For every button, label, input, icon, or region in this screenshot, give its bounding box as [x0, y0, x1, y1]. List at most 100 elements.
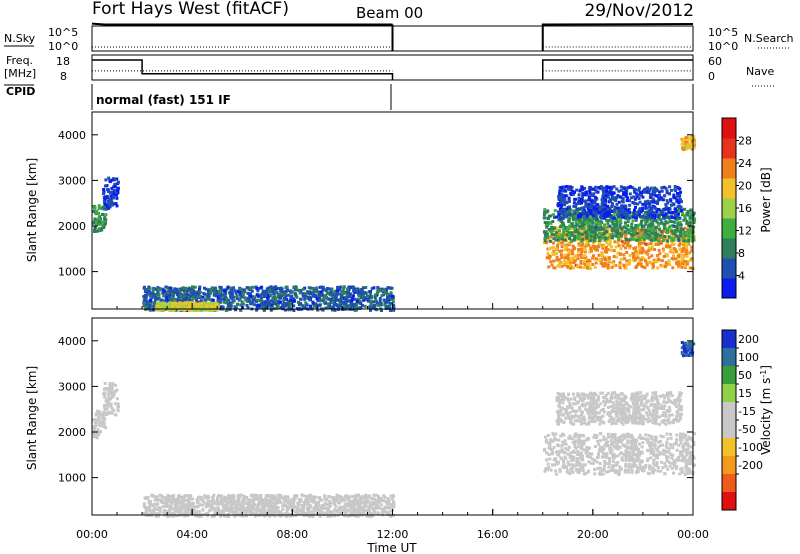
data-cell [547, 217, 550, 220]
data-cell [605, 236, 609, 240]
data-cell [661, 239, 665, 242]
data-cell [675, 227, 679, 231]
data-cell [611, 195, 614, 199]
data-cell [560, 253, 563, 257]
data-cell [262, 512, 266, 516]
data-cell [592, 254, 595, 258]
data-cell [585, 213, 589, 217]
data-cell [570, 185, 574, 189]
data-cell [585, 216, 589, 220]
data-cell [389, 509, 393, 513]
data-cell [629, 196, 633, 200]
data-cell [219, 305, 223, 309]
data-cell [615, 222, 619, 226]
data-cell [235, 302, 239, 306]
data-cell [110, 384, 114, 388]
data-cell [575, 223, 579, 227]
data-cell [262, 303, 266, 307]
data-cell [568, 213, 572, 216]
data-cell [552, 226, 556, 230]
data-cell [168, 301, 172, 305]
data-cell [236, 498, 240, 502]
data-cell [562, 196, 566, 200]
power-colorbar-segment [722, 118, 736, 139]
data-cell [641, 208, 644, 212]
data-cell [195, 500, 199, 504]
data-cell [96, 428, 100, 431]
data-cell [343, 296, 347, 300]
data-cell [261, 500, 265, 503]
data-cell [166, 291, 170, 295]
data-cell [559, 186, 563, 190]
data-cell [624, 217, 628, 221]
data-cell [692, 142, 696, 145]
data-cell [316, 503, 320, 507]
data-cell [595, 216, 599, 220]
data-cell [624, 194, 628, 198]
data-cell [605, 185, 609, 189]
data-cell [600, 207, 604, 211]
data-cell [563, 259, 566, 263]
data-cell [152, 293, 156, 297]
data-cell [156, 308, 160, 312]
data-cell [601, 234, 605, 238]
data-cell [174, 290, 178, 294]
data-cell [236, 507, 240, 511]
data-cell [660, 186, 664, 190]
data-cell [646, 199, 650, 203]
data-cell [332, 304, 336, 307]
data-cell [610, 245, 613, 249]
data-cell [638, 200, 642, 204]
data-cell [360, 495, 364, 499]
data-cell [94, 424, 98, 428]
data-cell [166, 299, 170, 303]
data-cell [359, 505, 363, 509]
data-cell [692, 136, 696, 140]
data-cell [655, 235, 658, 239]
data-cell [626, 243, 630, 247]
data-cell [559, 203, 563, 207]
data-cell [249, 292, 252, 296]
data-cell [101, 223, 105, 227]
data-cell [205, 504, 209, 508]
data-cell [304, 301, 308, 305]
data-cell [625, 263, 629, 267]
data-cell [171, 514, 175, 518]
data-cell [601, 264, 605, 268]
data-cell [589, 211, 593, 215]
data-cell [257, 503, 260, 507]
data-cell [331, 496, 335, 499]
data-cell [545, 241, 549, 245]
data-cell [324, 306, 328, 310]
data-cell [594, 189, 598, 193]
data-cell [597, 253, 601, 257]
data-cell [542, 213, 546, 217]
data-cell [389, 503, 393, 507]
data-cell [660, 221, 663, 225]
data-cell [222, 295, 226, 299]
data-cell [304, 306, 308, 310]
data-cell [180, 299, 184, 303]
data-cell [227, 302, 231, 306]
data-cell [289, 299, 293, 302]
data-cell [220, 289, 224, 293]
data-cell [635, 213, 638, 217]
data-cell [300, 510, 304, 514]
data-cell [622, 193, 625, 196]
data-cell [584, 238, 588, 242]
data-cell [148, 509, 152, 512]
data-cell [166, 499, 170, 503]
data-cell [315, 286, 319, 290]
data-cell [594, 225, 598, 229]
data-cell [641, 217, 645, 221]
data-cell [577, 196, 581, 200]
data-cell [143, 290, 147, 294]
data-cell [163, 305, 167, 309]
data-cell [603, 261, 607, 265]
data-cell [179, 509, 183, 513]
data-cell [108, 191, 112, 195]
data-cell [97, 218, 101, 222]
data-cell [103, 395, 107, 399]
data-cell [560, 233, 564, 237]
data-cell [617, 236, 621, 240]
